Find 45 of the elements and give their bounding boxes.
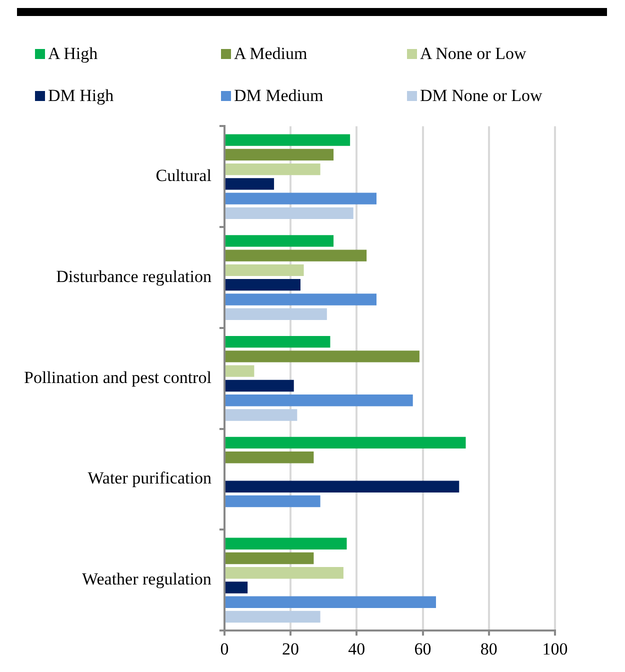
bar: [225, 235, 334, 247]
bar: [225, 409, 298, 421]
bar: [225, 394, 413, 406]
bar: [225, 582, 248, 594]
bar: [225, 148, 334, 161]
legend-label: A None or Low: [420, 44, 526, 64]
bar: [225, 380, 294, 392]
y-tick-label: Disturbance regulation: [56, 266, 212, 286]
bar: [225, 192, 376, 204]
legend-label: DM High: [48, 86, 114, 106]
bar: [225, 495, 320, 508]
legend-label: A High: [48, 44, 98, 64]
bar: [225, 294, 376, 306]
bar: [225, 566, 344, 579]
bar: [225, 134, 350, 146]
bar: [225, 610, 320, 623]
y-tick-label: Weather regulation: [82, 570, 212, 589]
bar: [225, 264, 304, 276]
legend-label: DM Medium: [234, 86, 324, 106]
bar: [225, 451, 314, 464]
x-tick-label: 80: [480, 639, 498, 658]
bar: [225, 163, 320, 176]
bar: [225, 436, 466, 449]
x-tick-label: 60: [414, 639, 432, 658]
bar: [225, 350, 420, 362]
x-tick-label: 40: [348, 639, 366, 658]
bar: [225, 538, 347, 550]
bar: [225, 480, 460, 492]
x-tick-label: 0: [220, 639, 229, 658]
legend-label: A Medium: [234, 44, 308, 64]
bar: [225, 308, 327, 320]
bar: [225, 278, 300, 291]
x-tick-label: 100: [542, 639, 568, 658]
y-tick-label: Water purification: [88, 468, 212, 488]
bar: [225, 552, 314, 564]
bar: [225, 207, 354, 220]
legend-label: DM None or Low: [420, 86, 542, 106]
bar: [225, 250, 367, 262]
bar: [225, 336, 330, 348]
bar: [225, 596, 436, 608]
x-tick-label: 20: [282, 639, 300, 658]
y-tick-label: Cultural: [156, 166, 212, 186]
y-tick-label: Pollination and pest control: [24, 368, 212, 387]
bar: [225, 365, 254, 377]
bar: [225, 178, 274, 190]
